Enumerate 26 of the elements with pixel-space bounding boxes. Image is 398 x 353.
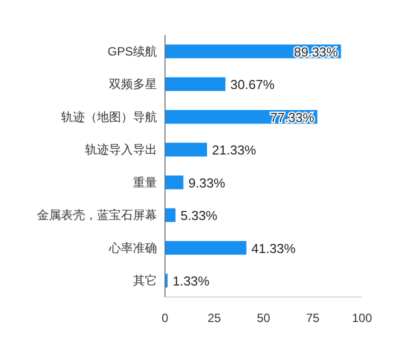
data-label: 21.33% <box>212 142 257 158</box>
data-label: 9.33% <box>188 175 226 190</box>
bar <box>165 175 184 190</box>
x-tick-label: 0 <box>162 311 169 325</box>
bar <box>165 142 208 156</box>
bar <box>165 77 226 92</box>
y-tick-label: 其它 <box>133 274 157 288</box>
x-tick-label: 25 <box>208 311 222 325</box>
x-tick-label: 50 <box>256 311 270 325</box>
y-tick-label: GPS续航 <box>108 44 157 58</box>
y-tick-label: 心率准确 <box>108 240 157 255</box>
data-label: 5.33% <box>180 208 218 224</box>
bar <box>165 240 246 255</box>
y-tick-label: 金属表壳，蓝宝石屏幕 <box>37 208 157 222</box>
x-tick-label: 100 <box>352 311 372 325</box>
data-label: 77.33% <box>270 110 315 125</box>
data-label: 41.33% <box>251 240 296 256</box>
data-label: 1.33% <box>172 274 210 289</box>
y-tick-label: 重量 <box>133 175 157 190</box>
data-label: 89.33% <box>294 44 338 60</box>
x-tick-label: 75 <box>306 311 320 325</box>
y-tick-label: 双频多星 <box>109 77 157 92</box>
y-tick-label: 轨迹导入导出 <box>85 142 157 157</box>
bar <box>165 208 176 222</box>
y-tick-label: 轨迹（地图）导航 <box>61 110 157 124</box>
data-label: 30.67% <box>230 77 275 92</box>
